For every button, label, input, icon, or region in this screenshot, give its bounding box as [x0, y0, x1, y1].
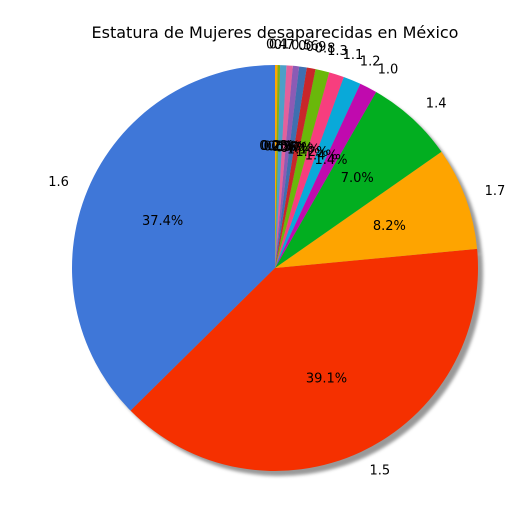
slice-percent-0-6-10: 0.5%	[271, 140, 304, 155]
slice-label-1-4-3: 1.4	[426, 96, 447, 111]
slice-percent-1-4-3: 7.0%	[341, 171, 374, 186]
pie-slice-0-7-12	[275, 65, 287, 268]
slice-percent-1-1-6: 1.2%	[295, 145, 328, 160]
slice-label-0-9-9: 0.9	[306, 40, 327, 55]
pie-slice-1-6-0	[72, 65, 275, 411]
pie-slice-1-0-4	[275, 83, 377, 268]
pie-slice-0-5-11	[275, 65, 293, 268]
pie-slice-0-9-9	[275, 66, 307, 269]
slice-percent-1-5-1: 39.1%	[306, 371, 347, 386]
slice-label-0-5-11: 0.5	[291, 38, 312, 53]
slice-label-1-0-4: 1.0	[378, 63, 399, 78]
slice-label-1-6-0: 1.6	[48, 175, 69, 190]
slice-percent-1-3-7: 1.1%	[287, 143, 320, 158]
pie-slice-0-4-14	[275, 65, 278, 268]
slice-percent-1-0-4: 1.4%	[314, 153, 347, 168]
pie-slice-0-8-8	[275, 67, 316, 268]
slice-percent-0-4-14: 0.2%	[259, 139, 292, 154]
slice-percent-1-2-5: 1.4%	[305, 148, 338, 163]
slice-label-1-3-7: 1.3	[327, 44, 348, 59]
slice-label-0-1-13: 0.1	[269, 38, 290, 53]
pie-labels: 1.61.51.71.41.01.21.11.30.80.90.60.50.70…	[48, 38, 505, 479]
pie-slice-1-4-3	[275, 91, 442, 268]
chart-title: Estatura de Mujeres desaparecidas en Méx…	[92, 23, 459, 42]
slice-percent-0-1-13: 0.2%	[261, 139, 294, 154]
pie-slice-1-5-1	[130, 248, 479, 472]
pie-slices	[72, 65, 479, 472]
pie-slice-1-1-6	[275, 72, 344, 268]
slice-percent-0-5-11: 0.5%	[267, 140, 300, 155]
slice-label-1-5-1: 1.5	[369, 463, 390, 478]
slice-label-1-2-5: 1.2	[360, 54, 381, 69]
slice-percent-1-6-0: 37.4%	[142, 214, 183, 229]
pie-slice-0-6-10	[275, 65, 300, 268]
slice-percent-0-7-12: 0.5%	[263, 139, 296, 154]
slice-percent-0-8-8: 0.7%	[280, 141, 313, 156]
pie-slice-1-7-2	[275, 151, 478, 268]
pie-percent-labels: 37.4%39.1%8.2%7.0%1.4%1.4%1.2%1.1%0.7%0.…	[142, 139, 406, 386]
slice-label-0-6-10: 0.6	[298, 39, 319, 54]
pie-slice-1-2-5	[275, 77, 361, 268]
slice-label-1-1-6: 1.1	[343, 48, 364, 63]
pie-slice-0-1-13	[275, 65, 281, 269]
pie-slice-1-3-7	[275, 69, 330, 269]
slice-label-0-4-14: 0.4	[266, 38, 287, 53]
slice-percent-0-9-9: 0.6%	[275, 140, 308, 155]
slice-label-1-7-2: 1.7	[485, 184, 506, 199]
slice-label-0-7-12: 0.7	[274, 38, 295, 53]
slice-percent-1-7-2: 8.2%	[373, 219, 406, 234]
slice-label-0-8-8: 0.8	[315, 41, 336, 56]
